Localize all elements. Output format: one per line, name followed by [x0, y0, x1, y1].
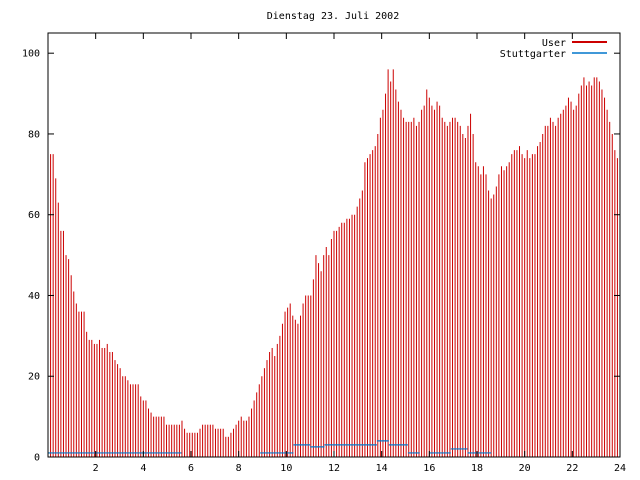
- legend-user-label: User: [542, 38, 566, 49]
- legend-stuttgarter-label: Stuttgarter: [500, 49, 566, 60]
- y-tick-label: 20: [28, 372, 40, 383]
- user-bars: [47, 69, 621, 457]
- x-tick-label: 4: [140, 463, 146, 474]
- x-tick-label: 8: [236, 463, 242, 474]
- x-tick-label: 24: [614, 463, 626, 474]
- x-tick-label: 12: [328, 463, 340, 474]
- stuttgarter-line-group: [48, 440, 492, 454]
- y-tick-label: 40: [28, 291, 40, 302]
- y-tick-label: 100: [22, 49, 40, 60]
- x-tick-label: 2: [93, 463, 99, 474]
- y-tick-label: 80: [28, 129, 40, 140]
- stuttgarter-line: [48, 440, 492, 454]
- x-tick-label: 10: [280, 463, 292, 474]
- y-tick-label: 0: [34, 453, 40, 464]
- x-tick-label: 22: [566, 463, 578, 474]
- x-tick-label: 14: [376, 463, 388, 474]
- x-tick-label: 20: [519, 463, 531, 474]
- y-tick-label: 60: [28, 210, 40, 221]
- legend: User Stuttgarter: [500, 38, 607, 60]
- x-tick-label: 6: [188, 463, 194, 474]
- plot-frame: [47, 32, 621, 458]
- chart-title: Dienstag 23. Juli 2002: [267, 11, 399, 22]
- x-tick-label: 18: [471, 463, 483, 474]
- x-tick-label: 16: [423, 463, 435, 474]
